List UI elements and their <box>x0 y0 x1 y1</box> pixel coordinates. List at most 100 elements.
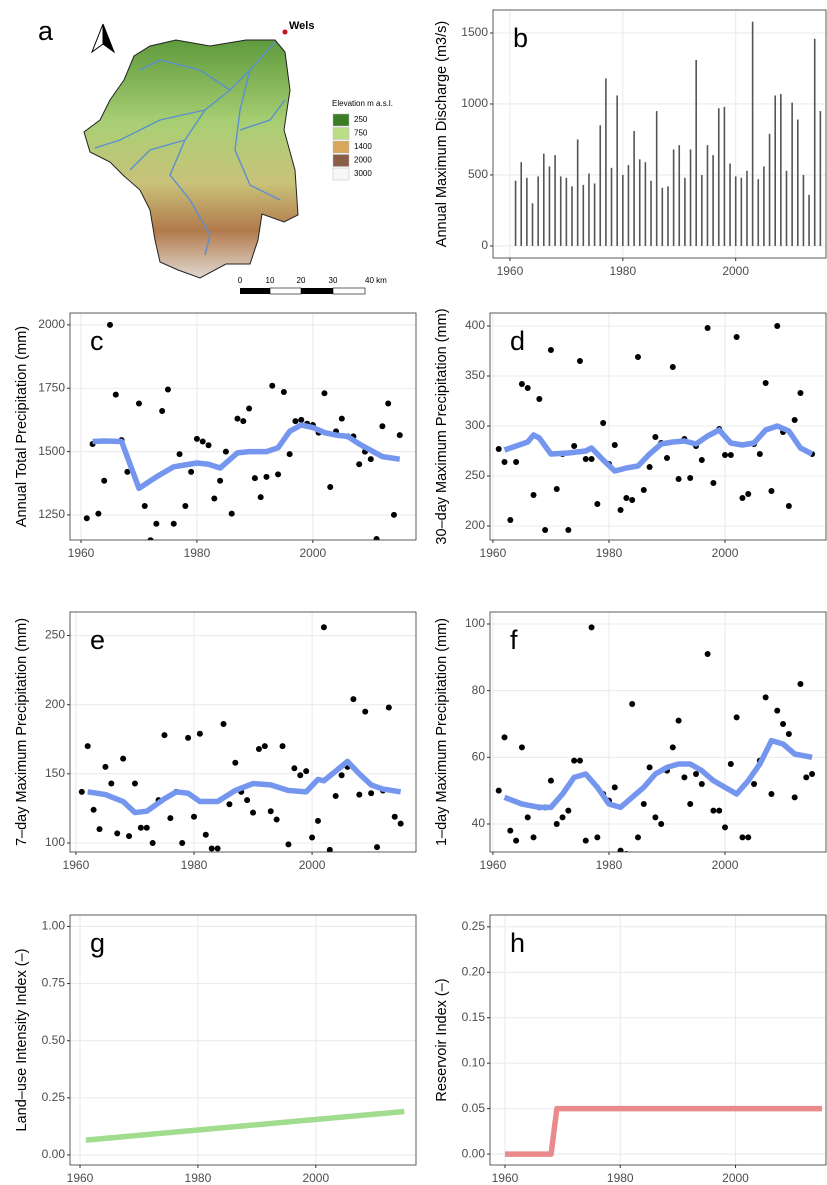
point <box>232 760 238 766</box>
point <box>542 527 548 533</box>
point <box>256 746 262 752</box>
point <box>513 838 519 844</box>
point <box>234 416 240 422</box>
point <box>194 436 200 442</box>
bar <box>752 22 754 246</box>
bar <box>583 185 585 246</box>
point <box>244 797 250 803</box>
point <box>722 452 728 458</box>
y-tick-label: 100 <box>465 616 485 630</box>
bar <box>577 139 579 245</box>
legend-label: 1400 <box>354 142 372 151</box>
point <box>565 808 571 814</box>
y-tick-label: 1500 <box>461 25 488 39</box>
point <box>739 495 745 501</box>
point <box>374 536 380 542</box>
bar <box>729 164 731 246</box>
scale-label: 40 km <box>365 276 387 285</box>
point <box>132 781 138 787</box>
bar <box>633 131 635 246</box>
point <box>589 456 595 462</box>
bar <box>543 154 545 246</box>
x-tick-label: 2000 <box>712 546 739 560</box>
point <box>126 833 132 839</box>
point <box>258 494 264 500</box>
point <box>502 734 508 740</box>
y-axis-label: 1–day Maximum Precipitation (mm) <box>434 618 450 846</box>
panel-label: d <box>510 326 525 356</box>
legend-swatch <box>333 155 349 167</box>
point <box>531 834 537 840</box>
y-tick-label: 60 <box>472 750 486 764</box>
point <box>281 389 287 395</box>
bar <box>645 162 647 246</box>
bar <box>786 171 788 246</box>
x-tick-label: 2000 <box>302 1171 329 1185</box>
point <box>589 624 595 630</box>
bar <box>797 120 799 246</box>
bar <box>791 103 793 246</box>
y-tick-label: 0.25 <box>462 919 486 933</box>
point <box>797 681 803 687</box>
point <box>768 791 774 797</box>
plot-background <box>490 915 826 1165</box>
bar <box>780 94 782 246</box>
y-tick-label: 200 <box>45 697 65 711</box>
plot-background <box>70 612 416 852</box>
point <box>768 488 774 494</box>
point <box>803 546 809 552</box>
point <box>268 808 274 814</box>
x-tick-label: 1980 <box>185 1171 212 1185</box>
x-tick-label: 1960 <box>480 858 507 872</box>
bar <box>605 78 607 246</box>
y-axis-label: 7–day Maximum Precipitation (mm) <box>14 618 30 846</box>
point <box>285 841 291 847</box>
point <box>144 825 150 831</box>
point <box>327 484 333 490</box>
x-tick-label: 2000 <box>722 1171 749 1185</box>
point <box>496 446 502 452</box>
legend-label: 750 <box>354 129 368 138</box>
point <box>321 390 327 396</box>
bar <box>594 183 596 245</box>
y-tick-label: 40 <box>472 816 486 830</box>
point <box>647 764 653 770</box>
bar <box>639 159 641 246</box>
point <box>275 471 281 477</box>
bar <box>769 134 771 246</box>
y-axis-label: 30–day Maximum Precipitation (mm) <box>434 308 450 544</box>
point <box>780 721 786 727</box>
point <box>368 456 374 462</box>
north-arrow <box>103 24 114 52</box>
figure: Wels a Elevation m a.s.l. 25075014002000… <box>0 0 827 1185</box>
x-tick-label: 1980 <box>609 264 636 278</box>
panel-label: b <box>513 23 528 53</box>
point <box>513 459 519 465</box>
point <box>138 825 144 831</box>
y-tick-label: 300 <box>465 418 485 432</box>
point <box>560 814 566 820</box>
point <box>333 793 339 799</box>
point <box>792 794 798 800</box>
point <box>797 390 803 396</box>
point <box>161 732 167 738</box>
y-tick-label: 350 <box>465 368 485 382</box>
panel-label: h <box>510 928 525 958</box>
point <box>658 821 664 827</box>
point <box>635 834 641 840</box>
panel-label: c <box>90 326 104 356</box>
panel-label: f <box>510 625 518 655</box>
bar <box>701 175 703 246</box>
point <box>339 416 345 422</box>
point <box>185 735 191 741</box>
point <box>315 818 321 824</box>
point <box>120 756 126 762</box>
point <box>583 838 589 844</box>
bar <box>673 149 675 246</box>
bar <box>712 155 714 246</box>
city-marker <box>283 30 288 35</box>
y-tick-label: 2000 <box>38 317 65 331</box>
point <box>84 515 90 521</box>
point <box>191 814 197 820</box>
bar <box>537 176 539 246</box>
